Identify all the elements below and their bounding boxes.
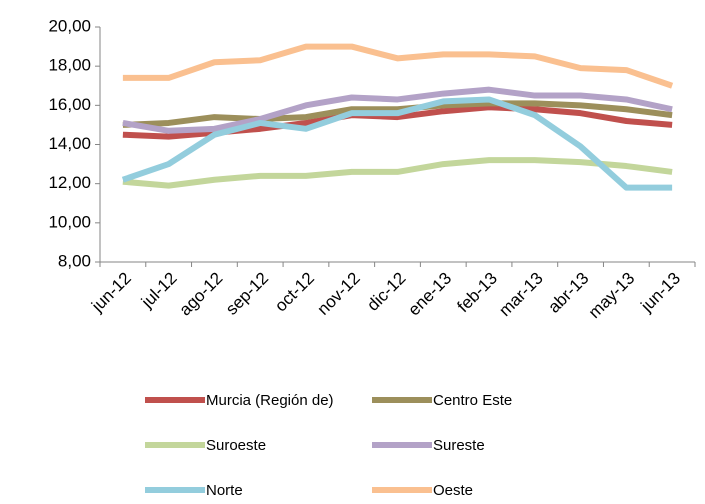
- y-tick-label: 8,00: [58, 251, 91, 270]
- y-tick-label: 16,00: [48, 95, 91, 114]
- line-series: [122, 86, 673, 134]
- y-tick-label: 18,00: [48, 56, 91, 75]
- legend-label: Suroeste: [206, 437, 266, 454]
- y-tick-label: 14,00: [48, 134, 91, 153]
- x-tick-label: jun-13: [637, 269, 685, 317]
- x-tick-label: ene-13: [404, 269, 455, 320]
- x-tick-label: ago-12: [176, 269, 227, 320]
- x-tick-label: mar-13: [495, 269, 547, 321]
- y-tick-label: 12,00: [48, 173, 91, 192]
- line-series: [121, 96, 673, 191]
- legend-label: Norte: [206, 482, 243, 499]
- x-tick-label: may-13: [585, 269, 639, 323]
- x-tick-label: oct-12: [271, 269, 318, 316]
- line-series: [122, 157, 673, 189]
- x-tick-label: dic-12: [363, 269, 409, 315]
- line-series: [122, 100, 673, 128]
- x-tick-label: jun-12: [87, 269, 135, 317]
- legend-label: Oeste: [433, 482, 473, 499]
- y-tick-label: 10,00: [48, 212, 91, 231]
- x-tick-label: jul-12: [137, 269, 181, 313]
- x-tick-label: feb-13: [454, 269, 502, 317]
- x-tick-label: sep-12: [222, 269, 272, 319]
- line-series: [122, 43, 674, 89]
- legend-label: Centro Este: [433, 392, 512, 409]
- legend-label: Murcia (Región de): [206, 392, 334, 409]
- x-tick-label: nov-12: [314, 269, 364, 319]
- y-tick-label: 20,00: [48, 16, 91, 35]
- legend-label: Sureste: [433, 437, 485, 454]
